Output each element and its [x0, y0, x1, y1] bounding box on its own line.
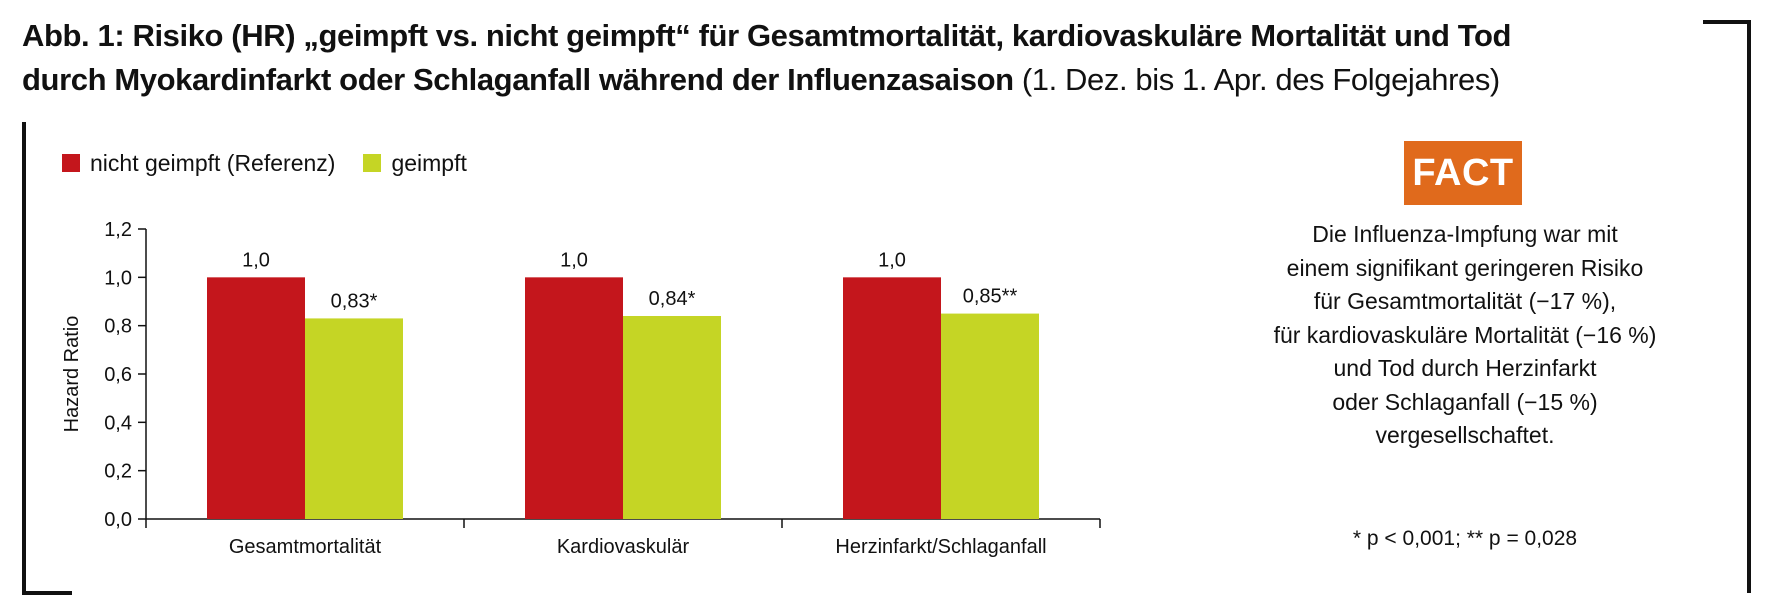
data-label: 1,0: [242, 249, 270, 271]
data-label: 1,0: [560, 249, 588, 271]
legend-item-vaccinated: geimpft: [363, 149, 467, 177]
y-tick-label: 0,4: [104, 412, 132, 434]
bar-not-vaccinated: [207, 277, 305, 519]
frame-corner-top-right-vertical: [1747, 20, 1751, 593]
data-label: 0,85**: [963, 286, 1018, 308]
title-normal-part: (1. Dez. bis 1. Apr. des Folgejahres): [1013, 62, 1500, 97]
frame-corner-bottom-left-horizontal: [22, 591, 72, 595]
y-tick-label: 0,6: [104, 364, 132, 386]
data-label: 0,83*: [331, 290, 378, 312]
data-label: 0,84*: [649, 288, 696, 310]
bar-not-vaccinated: [843, 277, 941, 519]
fact-badge: FACT: [1404, 141, 1522, 205]
bar-not-vaccinated: [525, 277, 623, 519]
bar-vaccinated: [941, 313, 1039, 519]
y-tick-label: 1,0: [104, 267, 132, 289]
bar-vaccinated: [623, 316, 721, 519]
y-tick-label: 1,2: [104, 219, 132, 241]
legend-swatch-vaccinated: [363, 154, 382, 172]
frame-corner-top-right-horizontal: [1703, 20, 1751, 24]
chart-legend: nicht geimpft (Referenz) geimpft: [62, 148, 495, 178]
category-label: Gesamtmortalität: [229, 536, 382, 558]
category-label: Kardiovaskulär: [557, 536, 690, 558]
category-label: Herzinfarkt/Schlaganfall: [835, 536, 1046, 558]
y-tick-label: 0,2: [104, 461, 132, 483]
chart-title: Abb. 1: Risiko (HR) „geimpft vs. nicht g…: [22, 14, 1602, 102]
y-tick-label: 0,8: [104, 316, 132, 338]
legend-label-not-vaccinated: nicht geimpft (Referenz): [90, 149, 336, 176]
legend-item-not-vaccinated: nicht geimpft (Referenz): [62, 150, 335, 177]
frame-corner-bottom-left-vertical: [22, 122, 26, 595]
y-tick-label: 0,0: [104, 509, 132, 531]
legend-swatch-not-vaccinated: [62, 154, 80, 172]
data-label: 1,0: [878, 249, 906, 271]
bar-vaccinated: [305, 318, 403, 519]
legend-label-vaccinated: geimpft: [391, 149, 467, 176]
fact-text: Die Influenza-Impfung war mit einem sign…: [1273, 221, 1657, 448]
significance-footnote: * p < 0,001; ** p = 0,028: [1352, 527, 1578, 550]
y-axis-title: Hazard Ratio: [61, 316, 83, 433]
title-bold-part: Abb. 1: Risiko (HR) „geimpft vs. nicht g…: [22, 18, 1512, 97]
